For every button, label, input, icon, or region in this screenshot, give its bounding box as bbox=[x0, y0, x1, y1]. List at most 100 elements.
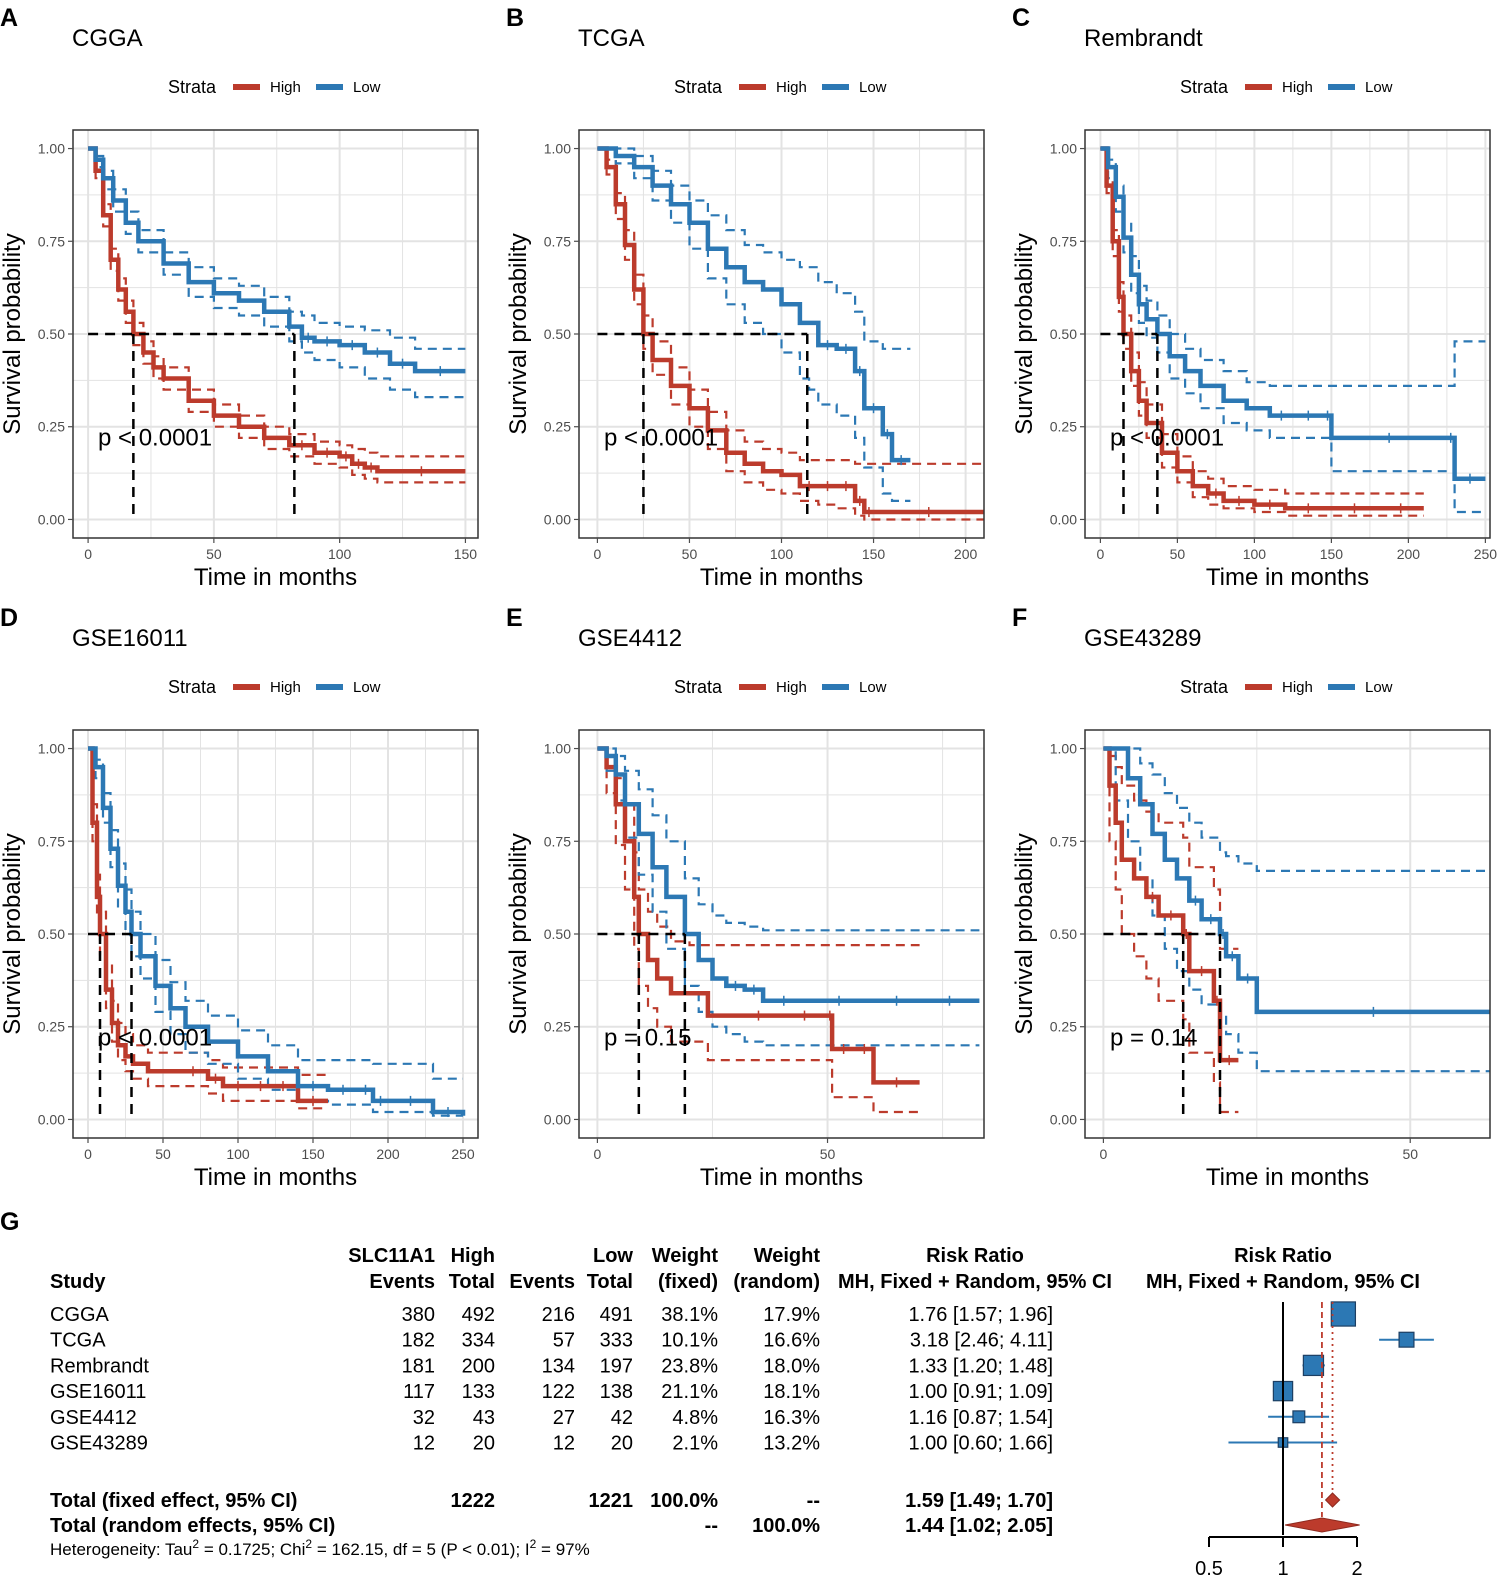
legend-label-low: Low bbox=[859, 79, 887, 96]
survival-curve-low bbox=[597, 146, 911, 463]
legend-label-low: Low bbox=[353, 79, 381, 96]
survival-curve-high bbox=[597, 746, 920, 1085]
cell-weight-random: 16.3% bbox=[763, 1407, 820, 1429]
x-tick-label: 200 bbox=[1397, 546, 1421, 562]
cell-high-events: 117 bbox=[403, 1381, 435, 1403]
legend: Strata High Low bbox=[168, 677, 381, 697]
total-fixed-low-total: 1221 bbox=[589, 1490, 634, 1512]
p-value: p < 0.0001 bbox=[604, 424, 718, 451]
p-value: p < 0.0001 bbox=[1110, 424, 1224, 451]
legend-label-high: High bbox=[1282, 79, 1313, 96]
ci-upper-low bbox=[597, 147, 911, 350]
cell-study: GSE4412 bbox=[50, 1407, 137, 1429]
heterogeneity-text: Heterogeneity: Tau2 = 0.1725; Chi2 = 162… bbox=[50, 1537, 590, 1559]
survival-curve-low bbox=[597, 746, 980, 1004]
y-axis-title: Survival probability bbox=[1011, 833, 1038, 1034]
header-high-events: SLC11A1 bbox=[348, 1245, 435, 1267]
ci-lower-high bbox=[88, 747, 328, 1110]
y-tick-label: 1.00 bbox=[1050, 741, 1077, 757]
cell-study: TCGA bbox=[50, 1330, 106, 1352]
x-tick-label: 200 bbox=[376, 1146, 400, 1162]
legend-title: Strata bbox=[1180, 677, 1229, 697]
legend-label-high: High bbox=[776, 79, 807, 96]
p-value: p < 0.0001 bbox=[98, 424, 212, 451]
ci-upper-high bbox=[1100, 147, 1424, 495]
x-axis-title: Time in months bbox=[1206, 564, 1369, 591]
forest-row-gse43289: GSE43289 12 20 12 20 2.1% 13.2% 1.00 [0.60; 1.6… bbox=[50, 1433, 1338, 1455]
y-tick-label: 0.50 bbox=[544, 326, 571, 342]
cell-weight-fixed: 38.1% bbox=[661, 1304, 718, 1326]
cell-weight-fixed: 23.8% bbox=[661, 1355, 718, 1377]
legend: Strata High Low bbox=[674, 677, 887, 697]
panel-label: F bbox=[1012, 604, 1027, 632]
y-tick-label: 0.50 bbox=[1050, 326, 1077, 342]
forest-x-tick-label: 2 bbox=[1351, 1558, 1362, 1580]
legend-label-low: Low bbox=[859, 679, 887, 696]
forest-row-cgga: CGGA 380 492 216 491 38.1% 17.9% 1.76 [1.57; 1.… bbox=[50, 1301, 1357, 1327]
cell-low-events: 57 bbox=[553, 1330, 575, 1352]
heterogeneity-part: Heterogeneity: Tau bbox=[50, 1540, 192, 1559]
y-axis-title: Survival probability bbox=[505, 833, 532, 1034]
x-tick-label: 150 bbox=[1320, 546, 1344, 562]
total-fixed-risk-ratio: 1.59 [1.49; 1.70] bbox=[905, 1490, 1053, 1512]
survival-curve-high bbox=[1100, 146, 1424, 511]
random-effect-diamond bbox=[1285, 1517, 1360, 1533]
cell-weight-fixed: 4.8% bbox=[672, 1407, 718, 1429]
cell-risk-ratio: 1.33 [1.20; 1.48] bbox=[908, 1355, 1053, 1377]
header-low-total: Total bbox=[587, 1271, 633, 1293]
y-tick-label: 0.25 bbox=[1050, 1019, 1077, 1035]
x-tick-label: 150 bbox=[301, 1146, 325, 1162]
ci-upper-high bbox=[597, 747, 920, 947]
legend-label-high: High bbox=[1282, 679, 1313, 696]
cell-study: Rembrandt bbox=[50, 1355, 149, 1377]
y-tick-label: 0.00 bbox=[38, 511, 65, 527]
p-value: p < 0.0001 bbox=[98, 1024, 212, 1051]
y-tick-label: 0.25 bbox=[1050, 419, 1077, 435]
panel-title: TCGA bbox=[578, 25, 645, 52]
cell-risk-ratio: 1.00 [0.91; 1.09] bbox=[908, 1381, 1053, 1403]
heterogeneity-part: = 97% bbox=[536, 1540, 589, 1559]
x-tick-label: 50 bbox=[155, 1146, 171, 1162]
legend-title: Strata bbox=[674, 677, 723, 697]
forest-row-rembrandt: Rembrandt 181 200 134 197 23.8% 18.0% 1.33 [1.2… bbox=[50, 1354, 1325, 1377]
cell-high-total: 20 bbox=[473, 1433, 495, 1455]
y-tick-label: 1.00 bbox=[38, 741, 65, 757]
panel-label: B bbox=[506, 4, 524, 32]
y-tick-label: 0.25 bbox=[38, 1019, 65, 1035]
y-tick-label: 0.00 bbox=[1050, 1111, 1077, 1127]
header-high-events: Events bbox=[369, 1271, 435, 1293]
x-tick-label: 250 bbox=[1474, 546, 1498, 562]
cell-low-total: 197 bbox=[600, 1355, 633, 1377]
km-panel-e: E GSE4412 Strata High Low 0.00 0.25 0.50 0.75 1.0… bbox=[505, 604, 985, 1191]
legend-title: Strata bbox=[1180, 77, 1229, 97]
x-axis-title: Time in months bbox=[1206, 1164, 1369, 1191]
x-tick-label: 50 bbox=[820, 1146, 836, 1162]
forest-row-gse4412: GSE4412 32 43 27 42 4.8% 16.3% 1.16 [0.87; 1.54… bbox=[50, 1407, 1330, 1429]
y-tick-label: 1.00 bbox=[544, 141, 571, 157]
total-random-weight-fixed: -- bbox=[705, 1515, 718, 1537]
legend-label-high: High bbox=[776, 679, 807, 696]
legend-label-low: Low bbox=[353, 679, 381, 696]
x-tick-label: 200 bbox=[954, 546, 978, 562]
cell-high-events: 380 bbox=[402, 1304, 435, 1326]
header-study: Study bbox=[50, 1271, 106, 1293]
x-tick-label: 0 bbox=[1097, 546, 1105, 562]
weight-square bbox=[1330, 1301, 1357, 1327]
cell-high-total: 200 bbox=[462, 1355, 495, 1377]
total-fixed-high-total: 1222 bbox=[451, 1490, 496, 1512]
total-fixed-label: Total (fixed effect, 95% CI) bbox=[50, 1490, 297, 1512]
x-tick-label: 150 bbox=[862, 546, 886, 562]
forest-x-tick-label: 0.5 bbox=[1195, 1558, 1223, 1580]
y-tick-label: 0.50 bbox=[38, 926, 65, 942]
x-tick-label: 100 bbox=[226, 1146, 250, 1162]
legend: Strata High Low bbox=[1180, 77, 1393, 97]
header-plot-risk-ratio: Risk Ratio bbox=[1234, 1245, 1332, 1267]
panel-label: D bbox=[0, 604, 18, 632]
survival-curve-high bbox=[597, 146, 984, 515]
header-risk-ratio: Risk Ratio bbox=[926, 1245, 1024, 1267]
x-tick-label: 250 bbox=[451, 1146, 475, 1162]
cell-high-events: 181 bbox=[402, 1355, 435, 1377]
superscript: 2 bbox=[305, 1537, 312, 1551]
cell-weight-random: 16.6% bbox=[763, 1330, 820, 1352]
